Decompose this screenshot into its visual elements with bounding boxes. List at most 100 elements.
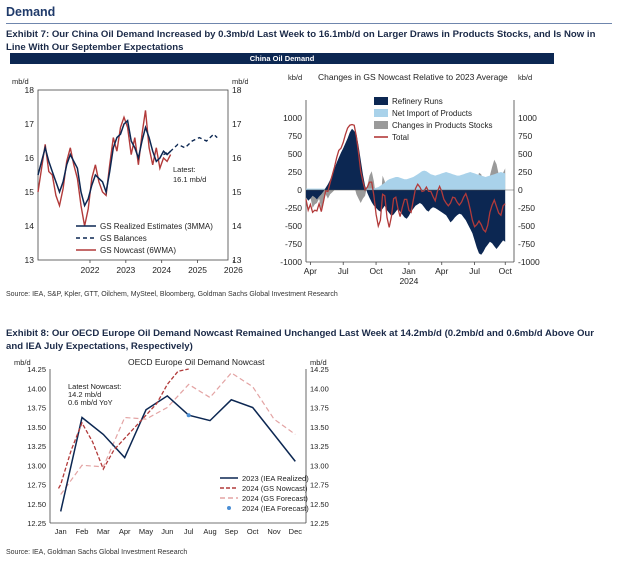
- x-tick-label: 2024: [152, 265, 171, 275]
- y-tick-right: 16: [232, 153, 242, 163]
- x-tick-label: May: [139, 527, 153, 536]
- x-tick-label: Oct: [247, 527, 260, 536]
- y-tick-right: 14: [232, 221, 242, 231]
- y-axis-label-left: kb/d: [288, 73, 302, 82]
- nowcast-annotation: Latest Nowcast:: [68, 382, 121, 391]
- page-title: Demand: [6, 5, 56, 19]
- chart-title: OECD Europe Oil Demand Nowcast: [128, 357, 265, 367]
- series-iea-realized: [59, 394, 296, 512]
- series-gs-balances: [163, 133, 218, 156]
- x-tick-label: Jul: [184, 527, 194, 536]
- y-tick-right: 13.25: [310, 442, 329, 451]
- y-tick-right: 13.75: [310, 404, 329, 413]
- x-tick-label: Dec: [289, 527, 303, 536]
- europe-demand-chart: OECD Europe Oil Demand Nowcast mb/d mb/d 12…: [14, 357, 329, 536]
- x-tick-label: Oct: [499, 266, 513, 276]
- x-tick-label: 2025: [188, 265, 207, 275]
- legend-label: 2024 (IEA Forecast): [242, 504, 309, 513]
- china-demand-chart: mb/d mb/d 13 13 14 14 15 15 16 16 17 17 18 18 2022 2023…: [12, 77, 248, 275]
- y-tick-right: 15: [232, 187, 242, 197]
- nowcast-changes-chart: Changes in GS Nowcast Relative to 2023 A…: [280, 72, 540, 286]
- x-tick-label: Apr: [304, 266, 317, 276]
- y-tick-left: -750: [285, 239, 302, 249]
- series-gs-nowcast: [37, 110, 172, 227]
- area-net-imports: [306, 170, 506, 190]
- x-tick-label: Mar: [97, 527, 110, 536]
- y-tick-right: 750: [518, 131, 532, 141]
- y-tick-left: 12.50: [27, 500, 46, 509]
- y-tick-right: -250: [518, 203, 535, 213]
- y-tick-left: 0: [297, 185, 302, 195]
- exhibit8-title: Exhibit 8: Our OECD Europe Oil Demand No…: [6, 328, 595, 352]
- area-refinery-runs: [306, 128, 506, 255]
- series-gs-nowcast: [57, 368, 189, 489]
- legend-label: Total: [392, 133, 409, 142]
- y-axis-label-left: mb/d: [14, 358, 31, 367]
- y-tick-left: 17: [25, 119, 35, 129]
- nowcast-annotation: 0.6 mb/d YoY: [68, 398, 113, 407]
- y-tick-right: 0: [518, 185, 523, 195]
- y-axis-label-right: kb/d: [518, 73, 532, 82]
- x-tick-label: Nov: [267, 527, 281, 536]
- legend-swatch: [227, 506, 231, 510]
- y-tick-left: 12.25: [27, 519, 46, 528]
- legend-swatch: [374, 121, 388, 129]
- y-tick-right: 1000: [518, 113, 537, 123]
- y-tick-right: -750: [518, 239, 535, 249]
- x-tick-label: Jun: [161, 527, 173, 536]
- y-tick-right: 250: [518, 167, 532, 177]
- y-tick-left: 14.25: [27, 365, 46, 374]
- x-tick-label: Apr: [119, 527, 131, 536]
- y-tick-left: -1000: [280, 257, 302, 267]
- y-tick-right: -1000: [518, 257, 540, 267]
- y-tick-left: -250: [285, 203, 302, 213]
- legend-label: 2024 (GS Nowcast): [242, 484, 308, 493]
- legend-label: 2023 (IEA Realized): [242, 474, 309, 483]
- x-tick-label: 2026: [224, 265, 243, 275]
- chart-title: Changes in GS Nowcast Relative to 2023 A…: [318, 72, 508, 82]
- y-tick-left: 13.75: [27, 404, 46, 413]
- series-iea-forecast-point: [186, 413, 191, 418]
- legend-label: 2024 (GS Forecast): [242, 494, 308, 503]
- x-tick-label: 2023: [116, 265, 135, 275]
- legend-label: GS Realized Estimates (3MMA): [100, 222, 213, 231]
- y-tick-left: 12.75: [27, 481, 46, 490]
- exhibit7-title: Exhibit 7: Our China Oil Demand Increase…: [6, 29, 596, 53]
- series-gs-forecast: [60, 372, 296, 495]
- y-tick-left: 16: [25, 153, 35, 163]
- y-tick-right: 13.00: [310, 461, 329, 470]
- exhibit7-banner: China Oil Demand: [10, 53, 554, 64]
- latest-annotation-label: Latest:: [173, 165, 196, 174]
- y-tick-right: 12.50: [310, 500, 329, 509]
- legend-label: GS Balances: [100, 234, 147, 243]
- y-tick-left: 13: [25, 255, 35, 265]
- y-tick-left: 13.50: [27, 423, 46, 432]
- y-tick-right: 13: [232, 255, 242, 265]
- y-tick-right: 13.50: [310, 423, 329, 432]
- y-tick-right: 14.25: [310, 365, 329, 374]
- legend-label: Changes in Products Stocks: [392, 121, 493, 130]
- x-tick-label: Feb: [76, 527, 89, 536]
- y-tick-left: 13.00: [27, 461, 46, 470]
- x-tick-year: 2024: [399, 276, 418, 286]
- x-tick-label: Aug: [203, 527, 216, 536]
- y-tick-left: 18: [25, 85, 35, 95]
- x-tick-label: Jan: [402, 266, 416, 276]
- latest-annotation-value: 16.1 mb/d: [173, 175, 206, 184]
- title-divider: [6, 23, 612, 24]
- y-tick-left: 1000: [283, 113, 302, 123]
- y-tick-right: 14.00: [310, 384, 329, 393]
- nowcast-annotation: 14.2 mb/d: [68, 390, 101, 399]
- legend-swatch: [374, 109, 388, 117]
- y-tick-right: 500: [518, 149, 532, 159]
- legend-swatch: [374, 97, 388, 105]
- x-tick-label: Apr: [435, 266, 448, 276]
- x-tick-label: Sep: [225, 527, 238, 536]
- y-tick-left: 250: [288, 167, 302, 177]
- x-tick-label: Jul: [469, 266, 480, 276]
- x-tick-label: Oct: [369, 266, 383, 276]
- legend-label: Refinery Runs: [392, 97, 443, 106]
- exhibit8-source: Source: IEA, Goldman Sachs Global Invest…: [6, 549, 188, 556]
- series-total: [305, 123, 506, 233]
- y-tick-right: -500: [518, 221, 535, 231]
